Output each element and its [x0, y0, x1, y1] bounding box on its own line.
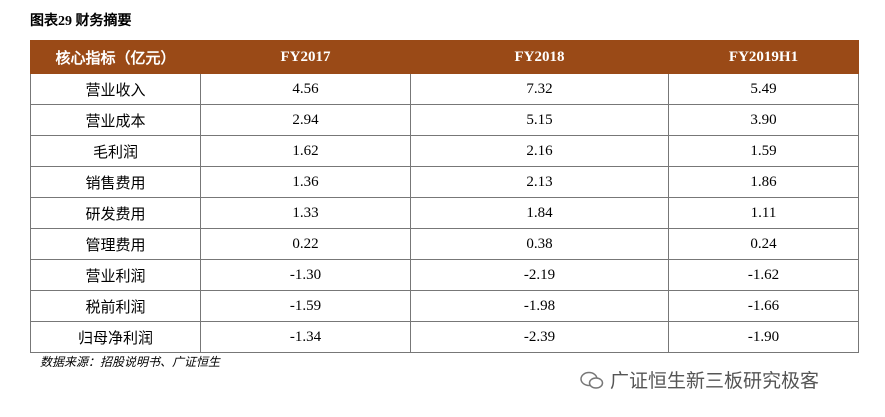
value-cell: -1.66 — [668, 290, 859, 322]
value-cell: 4.56 — [200, 73, 411, 105]
value-cell: 2.13 — [410, 166, 669, 198]
value-cell: 0.22 — [200, 228, 411, 260]
row-label: 管理费用 — [30, 228, 201, 260]
row-label: 毛利润 — [30, 135, 201, 167]
table-row: 营业成本 2.94 5.15 3.90 — [30, 104, 859, 136]
table-row: 归母净利润 -1.34 -2.39 -1.90 — [30, 321, 859, 353]
value-cell: -1.34 — [200, 321, 411, 353]
table-row: 营业收入 4.56 7.32 5.49 — [30, 73, 859, 105]
value-cell: 1.33 — [200, 197, 411, 229]
value-cell: 2.16 — [410, 135, 669, 167]
value-cell: 7.32 — [410, 73, 669, 105]
header-cell: 核心指标（亿元） — [30, 40, 201, 74]
watermark: 广证恒生新三板研究极客 — [580, 366, 819, 393]
watermark-text: 广证恒生新三板研究极客 — [610, 370, 820, 392]
value-cell: -1.90 — [668, 321, 859, 353]
header-cell: FY2018 — [410, 40, 669, 74]
table-row: 税前利润 -1.59 -1.98 -1.66 — [30, 290, 859, 322]
value-cell: -1.98 — [410, 290, 669, 322]
wechat-icon — [580, 371, 604, 389]
header-cell: FY2017 — [200, 40, 411, 74]
value-cell: 1.62 — [200, 135, 411, 167]
table-title: 图表29 财务摘要 — [30, 14, 132, 29]
value-cell: 5.15 — [410, 104, 669, 136]
value-cell: -1.62 — [668, 259, 859, 291]
row-label: 营业成本 — [30, 104, 201, 136]
value-cell: 1.36 — [200, 166, 411, 198]
value-cell: 0.24 — [668, 228, 859, 260]
value-cell: -2.19 — [410, 259, 669, 291]
value-cell: 5.49 — [668, 73, 859, 105]
row-label: 营业收入 — [30, 73, 201, 105]
value-cell: -1.30 — [200, 259, 411, 291]
header-row: 核心指标（亿元） FY2017 FY2018 FY2019H1 — [30, 40, 859, 74]
row-label: 税前利润 — [30, 290, 201, 322]
value-cell: 1.84 — [410, 197, 669, 229]
row-label: 销售费用 — [30, 166, 201, 198]
value-cell: 2.94 — [200, 104, 411, 136]
table-row: 营业利润 -1.30 -2.19 -1.62 — [30, 259, 859, 291]
row-label: 营业利润 — [30, 259, 201, 291]
value-cell: -2.39 — [410, 321, 669, 353]
row-label: 研发费用 — [30, 197, 201, 229]
table-row: 研发费用 1.33 1.84 1.11 — [30, 197, 859, 229]
finance-table: 核心指标（亿元） FY2017 FY2018 FY2019H1 营业收入 4.56 7.3… — [30, 40, 859, 353]
table-row: 毛利润 1.62 2.16 1.59 — [30, 135, 859, 167]
table-row: 管理费用 0.22 0.38 0.24 — [30, 228, 859, 260]
table-row: 销售费用 1.36 2.13 1.86 — [30, 166, 859, 198]
value-cell: 1.59 — [668, 135, 859, 167]
table-body: 营业收入 4.56 7.32 5.49 营业成本 2.94 5.15 3.90 毛利润 1.62 2… — [30, 73, 859, 353]
value-cell: -1.59 — [200, 290, 411, 322]
value-cell: 0.38 — [410, 228, 669, 260]
header-cell: FY2019H1 — [668, 40, 859, 74]
value-cell: 1.86 — [668, 166, 859, 198]
row-label: 归母净利润 — [30, 321, 201, 353]
value-cell: 1.11 — [668, 197, 859, 229]
source-note: 数据来源：招股说明书、广证恒生 — [40, 355, 221, 369]
value-cell: 3.90 — [668, 104, 859, 136]
